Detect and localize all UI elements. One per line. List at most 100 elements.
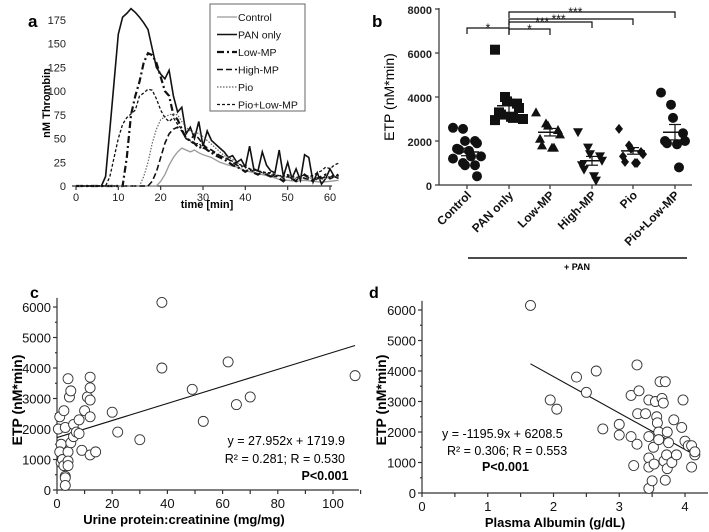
c-x-tick-label: 60 xyxy=(215,496,229,511)
d-x-tick-label: 1 xyxy=(484,499,491,514)
a-legend-label: Low-MP xyxy=(238,47,277,59)
c-point xyxy=(244,391,256,403)
b-significance-label: * xyxy=(527,22,532,36)
d-point xyxy=(651,417,663,429)
d-y-tick-label: 2000 xyxy=(387,425,416,440)
b-y-label: ETP (nM*min) xyxy=(381,53,397,141)
a-legend-label: PAN only xyxy=(238,30,282,42)
d-x-tick-label: 4 xyxy=(681,499,688,514)
c-y-tick-label: 5000 xyxy=(22,331,51,346)
c-point xyxy=(62,446,74,458)
b-point xyxy=(678,128,688,139)
c-y-tick-label: 4000 xyxy=(22,361,51,376)
a-y-tick-label: 75 xyxy=(54,110,66,122)
d-point xyxy=(633,385,645,397)
a-legend xyxy=(209,3,306,112)
b-point xyxy=(615,123,623,134)
b-point xyxy=(662,138,672,149)
b-significance-label: * xyxy=(486,21,491,35)
c-trendline xyxy=(56,344,356,439)
b-significance-label: *** xyxy=(568,5,582,19)
panel-d-scatter-albumin: 0 1000 2000 3000 4000 5000 6000 0 1 2 3 4 xyxy=(387,299,708,514)
b-point xyxy=(537,140,547,150)
c-point xyxy=(90,446,102,458)
d-point xyxy=(613,429,625,441)
b-point xyxy=(585,150,595,160)
b-point xyxy=(490,44,500,55)
c-x-tick-label: 40 xyxy=(160,496,174,511)
a-series-high-mp xyxy=(76,126,339,187)
b-point xyxy=(672,139,682,150)
b-point xyxy=(633,158,641,168)
c-point xyxy=(73,414,85,426)
d-p-value: P<0.001 xyxy=(482,460,529,474)
d-point xyxy=(597,423,609,435)
a-y-tick-label: 0 xyxy=(60,181,66,193)
c-point xyxy=(62,373,74,385)
panel-c-scatter-upcr: 0 1000 2000 3000 4000 5000 6000 0 20 40 60 80 100 xyxy=(22,296,362,511)
b-y-tick-label: 6000 xyxy=(408,49,432,61)
d-equation: y = -1195.9x + 6208.5 xyxy=(442,427,563,441)
b-point xyxy=(666,99,676,110)
b-significance-bracket xyxy=(508,28,551,35)
b-point xyxy=(668,112,678,123)
b-y-tick-label: 4000 xyxy=(408,93,432,105)
d-y-tick-label: 6000 xyxy=(387,303,416,318)
d-point xyxy=(625,431,637,443)
a-legend-label: Pio+Low-MP xyxy=(238,100,298,112)
c-p-value: P<0.001 xyxy=(302,469,349,483)
c-point xyxy=(106,406,118,418)
d-point xyxy=(676,421,688,433)
d-y-tick-label: 5000 xyxy=(387,334,416,349)
d-x-tick-label: 0 xyxy=(418,499,425,514)
d-point xyxy=(525,299,536,311)
b-point xyxy=(490,115,500,126)
c-y-tick-label: 1000 xyxy=(22,453,51,468)
d-point xyxy=(544,394,556,406)
b-category-label: Low-MP xyxy=(515,188,557,230)
b-point xyxy=(470,160,480,171)
a-x-tick-label: 60 xyxy=(324,192,336,204)
b-point xyxy=(543,120,553,130)
a-y-tick-label: 175 xyxy=(48,15,66,27)
d-x-tick-label: 2 xyxy=(550,499,557,514)
b-y-tick-label: 2000 xyxy=(408,137,432,149)
b-point xyxy=(448,122,458,133)
b-point xyxy=(502,96,512,107)
b-point xyxy=(680,136,690,146)
a-x-tick-label: 40 xyxy=(239,192,251,204)
a-series-pio xyxy=(76,113,339,187)
c-point xyxy=(349,370,361,382)
c-point xyxy=(62,460,74,472)
c-x-tick-label: 80 xyxy=(271,496,285,511)
b-point xyxy=(476,151,486,162)
a-y-label: nM Thrombin xyxy=(41,68,53,138)
panel-label-c: c xyxy=(30,285,39,302)
a-y-tick-label: 125 xyxy=(48,62,66,74)
c-point xyxy=(84,411,96,423)
d-point xyxy=(661,426,673,438)
a-x-tick-label: 30 xyxy=(197,192,209,204)
b-point xyxy=(531,107,541,117)
c-point xyxy=(73,428,85,440)
d-x-label: Plasma Albumin (g/dL) xyxy=(485,515,625,530)
b-point xyxy=(535,133,545,143)
b-point xyxy=(621,156,629,167)
d-point xyxy=(571,371,582,383)
d-point xyxy=(677,394,689,406)
d-point xyxy=(671,449,682,461)
d-y-tick-label: 1000 xyxy=(387,456,416,471)
a-x-tick-label: 0 xyxy=(73,192,79,204)
b-point xyxy=(549,142,559,152)
c-point xyxy=(59,479,71,491)
panel-a-thrombin-chart: 0 10 20 30 40 50 60 0 25 50 75 100 125 150 175 Control P… xyxy=(48,3,339,204)
a-series-control xyxy=(76,147,339,187)
a-y-tick-label: 25 xyxy=(54,157,66,169)
d-point xyxy=(613,418,625,430)
a-series-pio-low-mp xyxy=(76,88,339,187)
d-point xyxy=(689,446,701,458)
b-category-label: PAN only xyxy=(469,188,516,235)
d-point xyxy=(628,460,640,471)
d-point xyxy=(648,458,660,470)
